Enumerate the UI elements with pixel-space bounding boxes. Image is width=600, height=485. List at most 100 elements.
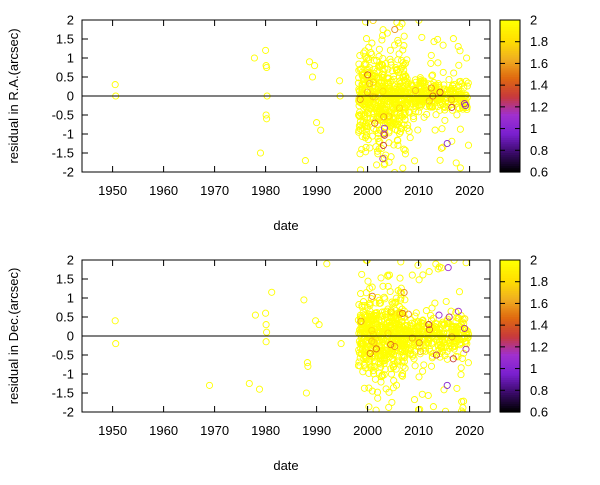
colorbar-band (500, 375, 520, 378)
data-point (394, 141, 402, 149)
data-point (456, 47, 464, 55)
data-point (363, 72, 371, 80)
data-point (438, 100, 446, 108)
dec-y-axis-label: residual in Dec.(arcsec) (6, 268, 21, 405)
data-point (356, 118, 364, 126)
data-point (363, 67, 371, 75)
data-point (376, 107, 384, 115)
x-tick-label: 1980 (251, 423, 280, 438)
data-point (263, 115, 271, 123)
x-tick-label: 2010 (404, 183, 433, 198)
data-point (414, 261, 422, 269)
data-point (431, 299, 439, 307)
colorbar-band (500, 104, 520, 108)
dec-x-axis-label: date (273, 458, 298, 473)
data-point (245, 379, 253, 388)
data-point (311, 62, 319, 70)
colorbar-tick-label: 1.6 (530, 56, 548, 71)
data-point (418, 390, 426, 398)
data-point (323, 260, 331, 268)
colorbar-band (500, 338, 520, 341)
data-point (416, 405, 424, 412)
data-point (394, 56, 402, 64)
data-point (427, 59, 435, 67)
colorbar-band (500, 279, 520, 283)
colorbar-band (500, 52, 520, 56)
data-point (305, 58, 314, 66)
data-point (436, 156, 444, 164)
data-point (386, 55, 394, 63)
x-tick-label: 1980 (251, 183, 280, 198)
data-point (362, 54, 371, 62)
data-point (358, 270, 366, 278)
data-point (386, 46, 394, 54)
data-point (357, 317, 365, 325)
data-point (403, 75, 411, 83)
data-point (411, 362, 419, 370)
data-point (403, 80, 411, 89)
dec-data-points (111, 260, 473, 412)
data-point (428, 72, 436, 80)
data-point (379, 141, 387, 149)
colorbar-band (500, 385, 520, 389)
data-point (362, 289, 370, 297)
data-point (398, 358, 406, 366)
y-tick-label: 2 (67, 13, 74, 28)
data-point (358, 145, 366, 153)
colorbar-band (500, 390, 520, 394)
data-point (403, 124, 411, 132)
colorbar-band (500, 268, 520, 272)
colorbar-band (500, 132, 520, 136)
data-point (368, 50, 376, 58)
colorbar-band (500, 82, 520, 86)
data-point (425, 321, 433, 329)
data-point (390, 325, 398, 333)
data-point (448, 333, 456, 341)
colorbar-band (500, 100, 520, 104)
data-point (440, 386, 448, 394)
data-point (420, 85, 428, 93)
data-point (412, 309, 420, 317)
data-point (463, 93, 471, 102)
data-point (396, 108, 404, 117)
data-point (387, 370, 396, 378)
data-point (315, 321, 323, 329)
data-point (431, 83, 439, 91)
x-tick-label: 2020 (455, 423, 484, 438)
colorbar-band (500, 349, 520, 352)
y-tick-label: -1 (62, 367, 74, 382)
colorbar-band (500, 372, 520, 376)
data-point (456, 164, 464, 172)
data-point (375, 145, 383, 153)
data-point (363, 114, 371, 122)
data-point (369, 93, 377, 101)
data-point (376, 106, 385, 114)
colorbar-band (500, 89, 520, 93)
colorbar-band (500, 266, 520, 270)
data-point (464, 141, 473, 149)
data-point (365, 99, 373, 107)
data-point (406, 349, 415, 357)
ra-y-axis-label: residual in R.A.(arcsec) (6, 28, 21, 163)
data-point (377, 312, 385, 320)
data-point (408, 271, 416, 279)
data-point (391, 109, 399, 117)
colorbar-band (500, 54, 520, 58)
data-point (401, 364, 409, 372)
x-tick-label: 1950 (98, 423, 127, 438)
data-point (391, 168, 399, 172)
data-point (356, 318, 364, 327)
colorbar-band (500, 80, 520, 84)
colorbar-band (500, 154, 520, 158)
data-point (394, 136, 402, 145)
colorbar-band (500, 67, 520, 71)
data-point (365, 321, 373, 329)
data-point (373, 74, 381, 83)
data-point (390, 377, 398, 385)
data-point (390, 299, 398, 307)
data-point (398, 309, 407, 317)
data-point (448, 137, 456, 145)
data-point (337, 340, 345, 348)
colorbar-band (500, 333, 520, 337)
